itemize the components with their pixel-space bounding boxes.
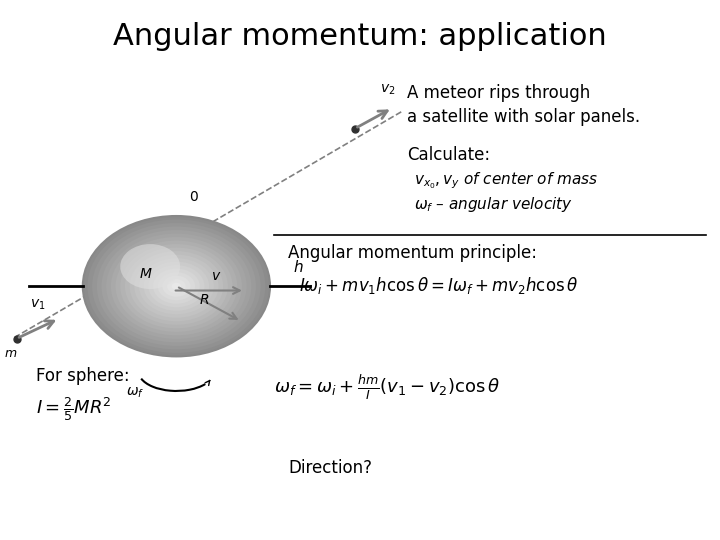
Text: Angular momentum: application: Angular momentum: application	[113, 22, 607, 51]
Circle shape	[139, 258, 214, 314]
Circle shape	[96, 227, 256, 346]
Circle shape	[115, 241, 238, 332]
Text: $R$: $R$	[199, 293, 209, 307]
Circle shape	[153, 269, 200, 303]
Circle shape	[134, 255, 219, 318]
Text: $h$: $h$	[294, 259, 304, 275]
Circle shape	[92, 223, 261, 349]
Text: $I\omega_i + mv_1h\cos\theta = I\omega_f + mv_2h\cos\theta$: $I\omega_i + mv_1h\cos\theta = I\omega_f…	[299, 275, 578, 296]
Text: $\omega_f$: $\omega_f$	[125, 386, 144, 400]
Text: $\omega_f$ – angular velocity: $\omega_f$ – angular velocity	[414, 195, 573, 214]
Text: For sphere:: For sphere:	[36, 367, 130, 385]
Circle shape	[144, 261, 209, 311]
Circle shape	[111, 237, 242, 335]
Circle shape	[107, 233, 246, 339]
Circle shape	[172, 283, 181, 289]
Text: $M$: $M$	[140, 267, 153, 281]
Text: $v_1$: $v_1$	[30, 298, 45, 312]
Text: Calculate:: Calculate:	[407, 146, 490, 164]
Text: $I = \frac{2}{5}MR^2$: $I = \frac{2}{5}MR^2$	[36, 395, 112, 423]
Circle shape	[88, 219, 265, 353]
Circle shape	[125, 247, 228, 325]
Text: $m$: $m$	[4, 347, 17, 360]
Circle shape	[163, 275, 190, 297]
Text: $v$: $v$	[211, 269, 221, 284]
Text: $v_{x_0},v_y$ of center of mass: $v_{x_0},v_y$ of center of mass	[414, 170, 598, 191]
Circle shape	[158, 272, 195, 300]
Circle shape	[102, 230, 251, 342]
Text: A meteor rips through: A meteor rips through	[407, 84, 590, 102]
Text: $0$: $0$	[189, 190, 199, 204]
Circle shape	[120, 244, 180, 289]
Circle shape	[83, 216, 270, 356]
Text: $v_2$: $v_2$	[379, 83, 395, 97]
Circle shape	[120, 244, 233, 328]
Circle shape	[148, 265, 204, 307]
Circle shape	[130, 251, 223, 321]
Text: $\omega_f = \omega_i + \frac{hm}{I}(v_1 - v_2)\cos\theta$: $\omega_f = \omega_i + \frac{hm}{I}(v_1 …	[274, 373, 500, 402]
Text: a satellite with solar panels.: a satellite with solar panels.	[407, 108, 640, 126]
Text: Direction?: Direction?	[288, 459, 372, 477]
Circle shape	[167, 279, 186, 293]
Text: Angular momentum principle:: Angular momentum principle:	[288, 244, 537, 262]
